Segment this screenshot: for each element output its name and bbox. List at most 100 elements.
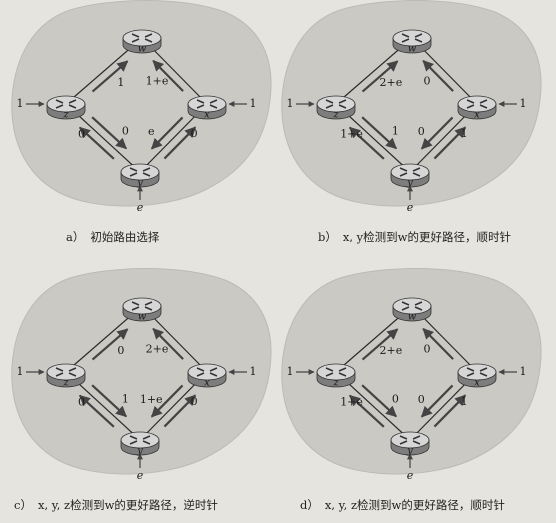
caption-letter: b） xyxy=(318,230,337,244)
router-w: w xyxy=(392,297,432,323)
flow-arrow-z-w xyxy=(91,60,129,93)
network-cloud xyxy=(11,0,272,207)
router-arrows xyxy=(466,99,488,109)
router-x: x xyxy=(187,95,227,121)
node-label: z xyxy=(332,110,339,121)
router-arrows xyxy=(325,367,347,377)
node-label: y xyxy=(136,446,143,457)
caption-letter: d） xyxy=(300,498,319,512)
flow-arrow-y-z xyxy=(79,394,115,428)
input-label-z: 1 xyxy=(287,97,294,110)
edge-label-z-w: 0 xyxy=(117,344,124,357)
input-label-y: e xyxy=(137,201,144,214)
flow-arrow-y-x xyxy=(163,394,197,428)
edge-label-x-y: 0 xyxy=(191,395,198,408)
edge-label-z-w: 2+e xyxy=(380,76,403,89)
edge-label-z-y: 0 xyxy=(78,396,85,409)
node-label: y xyxy=(136,178,143,189)
flow-arrow-z-y xyxy=(91,116,127,150)
node-label: x xyxy=(474,378,480,389)
router-arrows xyxy=(401,33,423,43)
node-label: z xyxy=(62,378,69,389)
router-arrows xyxy=(129,167,151,177)
edge-label-z-y: 0 xyxy=(78,128,85,141)
router-arrows xyxy=(399,435,421,445)
flow-arrow-x-w xyxy=(152,327,184,360)
flow-arrow-z-y xyxy=(91,384,127,418)
caption-letter: c） xyxy=(14,498,32,512)
edge-label-z-y: 1+e xyxy=(340,128,363,141)
caption-d: d） x, y, z检测到w的更好路径，顺时针 xyxy=(300,497,505,513)
flow-arrow-z-w xyxy=(361,60,399,93)
flow-arrow-y-x xyxy=(433,126,467,160)
panel-b: 2+e 0 1+e 1 1 0 1 1 e w z x y xyxy=(281,0,542,214)
flow-arrow-x-y xyxy=(420,384,454,418)
flow-arrow-z-y xyxy=(361,384,397,418)
router-w: w xyxy=(122,297,162,323)
edge-label-x-y: 1 xyxy=(461,127,468,140)
flow-arrow-y-z xyxy=(349,126,385,160)
input-label-x: 1 xyxy=(250,365,257,378)
router-arrows xyxy=(131,301,153,311)
input-label-x: 1 xyxy=(520,365,527,378)
node-label: w xyxy=(138,44,147,55)
flow-arrow-z-w xyxy=(91,328,129,361)
router-arrows xyxy=(55,367,77,377)
input-label-y: e xyxy=(407,469,414,482)
flow-arrow-y-x xyxy=(433,394,467,428)
node-label: x xyxy=(204,110,210,121)
router-arrows xyxy=(131,33,153,43)
caption-b: b） x, y检测到w的更好路径，顺时针 xyxy=(318,229,511,245)
router-arrows xyxy=(55,99,77,109)
node-label: z xyxy=(62,110,69,121)
edge-label-w-x: 2+e xyxy=(146,343,169,356)
edge-label-w-x: 0 xyxy=(424,343,431,356)
router-z: z xyxy=(316,363,356,389)
flow-arrow-x-w xyxy=(422,327,454,360)
router-z: z xyxy=(316,95,356,121)
edge-label-y-x: 1+e xyxy=(140,393,163,406)
router-arrows xyxy=(325,99,347,109)
router-z: z xyxy=(46,95,86,121)
router-y: y xyxy=(390,431,430,457)
router-arrows xyxy=(196,99,218,109)
edge-label-y-x: e xyxy=(148,125,155,138)
network-cloud xyxy=(11,268,272,475)
caption-text: x, y检测到w的更好路径，顺时针 xyxy=(342,230,512,244)
caption-letter: a） xyxy=(66,230,85,244)
flow-arrow-z-w xyxy=(361,328,399,361)
edge-label-z-w: 1 xyxy=(117,76,124,89)
router-arrows xyxy=(466,367,488,377)
input-label-x: 1 xyxy=(250,97,257,110)
input-label-y: e xyxy=(407,201,414,214)
node-label: x xyxy=(474,110,480,121)
node-label: x xyxy=(204,378,210,389)
edge-label-y-z: 0 xyxy=(392,392,399,405)
edge-label-y-z: 0 xyxy=(122,124,129,137)
node-label: z xyxy=(332,378,339,389)
panel-c: 0 2+e 0 1 0 1+e 1 1 e w z x y xyxy=(11,268,272,482)
edge-label-z-w: 2+e xyxy=(380,344,403,357)
node-label: y xyxy=(406,178,413,189)
router-arrows xyxy=(401,301,423,311)
flow-arrow-y-z xyxy=(349,394,385,428)
caption-text: x, y, z检测到w的更好路径，顺时针 xyxy=(324,498,505,512)
router-y: y xyxy=(120,163,160,189)
network-cloud xyxy=(281,268,542,475)
edge-label-w-x: 0 xyxy=(424,75,431,88)
panel-d: 2+e 0 1+e 0 1 0 1 1 e w z x y xyxy=(281,268,542,482)
input-label-z: 1 xyxy=(17,365,24,378)
router-w: w xyxy=(392,29,432,55)
edge-label-y-x: 0 xyxy=(418,125,425,138)
flow-arrow-y-z xyxy=(79,126,115,160)
flow-arrow-x-w xyxy=(422,59,454,92)
router-arrows xyxy=(399,167,421,177)
flow-arrow-x-y xyxy=(150,384,184,418)
panel-a: 1 1+e 0 0 0 e 1 1 e w z x y xyxy=(11,0,272,214)
edge-label-w-x: 1+e xyxy=(146,75,169,88)
input-label-x: 1 xyxy=(520,97,527,110)
router-y: y xyxy=(120,431,160,457)
router-arrows xyxy=(129,435,151,445)
